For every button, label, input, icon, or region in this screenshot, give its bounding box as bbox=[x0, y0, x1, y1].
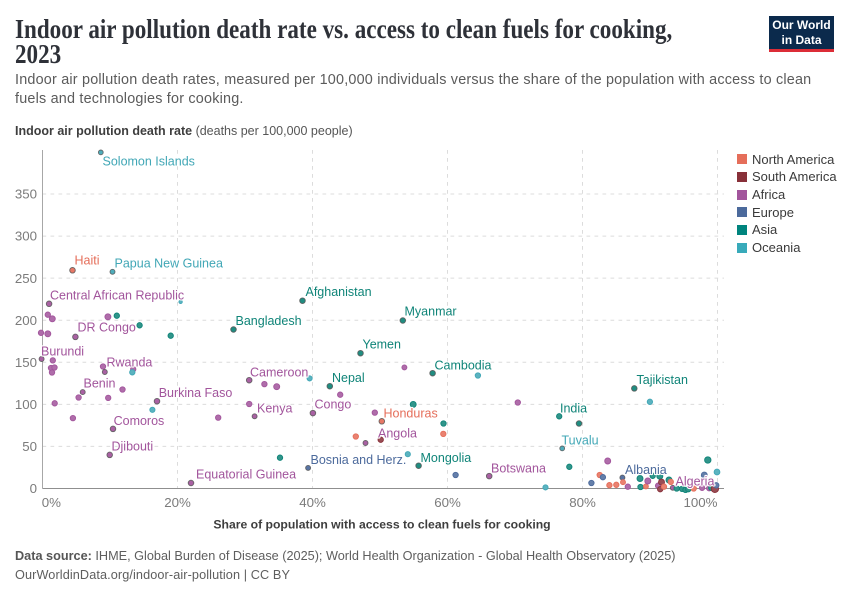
svg-text:Nepal: Nepal bbox=[332, 371, 365, 385]
svg-text:300: 300 bbox=[15, 229, 37, 244]
svg-text:Tuvalu: Tuvalu bbox=[562, 434, 599, 448]
svg-text:Botswana: Botswana bbox=[491, 462, 546, 476]
svg-text:Afghanistan: Afghanistan bbox=[306, 285, 372, 299]
svg-text:Cameroon: Cameroon bbox=[250, 366, 308, 380]
svg-text:Tajikistan: Tajikistan bbox=[637, 373, 688, 387]
svg-text:350: 350 bbox=[15, 187, 37, 202]
svg-text:Comoros: Comoros bbox=[114, 414, 165, 428]
svg-text:Equatorial Guinea: Equatorial Guinea bbox=[196, 468, 296, 482]
svg-text:Bangladesh: Bangladesh bbox=[236, 314, 302, 328]
svg-text:150: 150 bbox=[15, 355, 37, 370]
svg-text:80%: 80% bbox=[569, 495, 596, 510]
svg-text:Solomon Islands: Solomon Islands bbox=[103, 154, 195, 168]
svg-text:100%: 100% bbox=[683, 495, 717, 510]
svg-text:60%: 60% bbox=[434, 495, 461, 510]
svg-text:Kenya: Kenya bbox=[257, 402, 292, 416]
svg-text:50: 50 bbox=[22, 439, 37, 454]
svg-text:Share of population with acces: Share of population with access to clean… bbox=[213, 518, 550, 532]
svg-text:Myanmar: Myanmar bbox=[405, 305, 457, 319]
svg-text:200: 200 bbox=[15, 313, 37, 328]
svg-text:20%: 20% bbox=[164, 495, 191, 510]
svg-text:Albania: Albania bbox=[625, 463, 667, 477]
svg-text:100: 100 bbox=[15, 397, 37, 412]
svg-text:Central African Republic: Central African Republic bbox=[50, 289, 184, 303]
svg-text:Congo: Congo bbox=[315, 398, 352, 412]
svg-text:Haiti: Haiti bbox=[75, 254, 100, 268]
svg-text:250: 250 bbox=[15, 271, 37, 286]
svg-text:0: 0 bbox=[30, 481, 37, 496]
svg-text:Cambodia: Cambodia bbox=[435, 359, 492, 373]
svg-text:Djibouti: Djibouti bbox=[112, 439, 154, 453]
svg-text:Yemen: Yemen bbox=[363, 338, 402, 352]
svg-text:Mongolia: Mongolia bbox=[421, 451, 472, 465]
svg-text:0%: 0% bbox=[42, 495, 61, 510]
svg-text:Burundi: Burundi bbox=[41, 345, 84, 359]
svg-text:Papua New Guinea: Papua New Guinea bbox=[115, 257, 223, 271]
svg-text:Honduras: Honduras bbox=[384, 407, 438, 421]
svg-text:India: India bbox=[560, 402, 587, 416]
svg-text:Algeria: Algeria bbox=[676, 475, 715, 489]
svg-text:Angola: Angola bbox=[378, 426, 417, 440]
svg-text:40%: 40% bbox=[299, 495, 326, 510]
svg-text:Burkina Faso: Burkina Faso bbox=[159, 386, 233, 400]
svg-text:Bosnia and Herz.: Bosnia and Herz. bbox=[311, 453, 407, 467]
svg-text:Rwanda: Rwanda bbox=[107, 356, 153, 370]
svg-text:Benin: Benin bbox=[84, 376, 116, 390]
svg-text:DR Congo: DR Congo bbox=[78, 321, 136, 335]
